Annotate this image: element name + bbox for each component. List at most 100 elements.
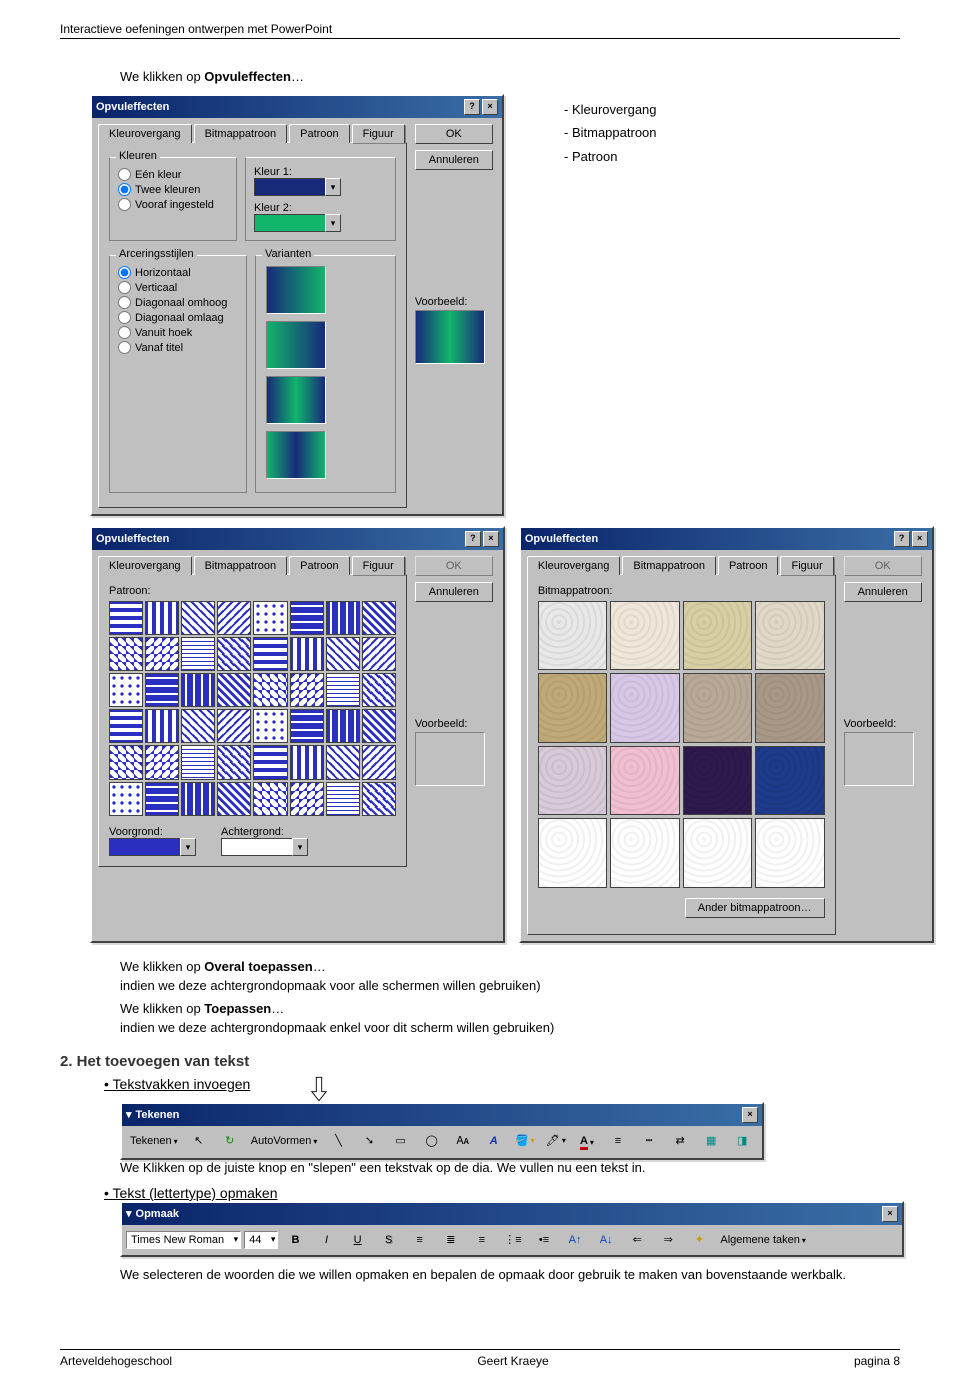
arrow-style-icon[interactable]: ⇄ bbox=[666, 1130, 694, 1152]
pattern-cell[interactable] bbox=[290, 709, 324, 743]
texture-cell[interactable] bbox=[755, 746, 824, 815]
tab-bitmap[interactable]: Bitmappatroon bbox=[194, 124, 288, 143]
cancel-button[interactable]: Annuleren bbox=[415, 150, 493, 170]
pattern-cell[interactable] bbox=[217, 673, 251, 707]
pattern-cell[interactable] bbox=[181, 601, 215, 635]
shadow-text-icon[interactable]: S bbox=[375, 1229, 403, 1251]
texture-cell[interactable] bbox=[683, 673, 752, 742]
italic-icon[interactable]: I bbox=[313, 1229, 341, 1251]
help-icon[interactable]: ? bbox=[465, 531, 481, 547]
from-title-radio[interactable]: Vanaf titel bbox=[118, 341, 238, 354]
diag-down-radio[interactable]: Diagonaal omlaag bbox=[118, 311, 238, 324]
oval-icon[interactable]: ◯ bbox=[418, 1130, 446, 1152]
texture-cell[interactable] bbox=[610, 673, 679, 742]
numbering-icon[interactable]: ⋮≡ bbox=[499, 1229, 527, 1251]
close-icon[interactable]: × bbox=[882, 1206, 898, 1222]
pattern-cell[interactable] bbox=[362, 709, 396, 743]
pattern-cell[interactable] bbox=[362, 745, 396, 779]
promote-icon[interactable]: ⇐ bbox=[623, 1229, 651, 1251]
fontsize-combo[interactable]: 44 bbox=[244, 1231, 278, 1249]
pattern-cell[interactable] bbox=[326, 709, 360, 743]
ok-button[interactable]: OK bbox=[415, 124, 493, 144]
texture-cell[interactable] bbox=[755, 818, 824, 887]
pattern-cell[interactable] bbox=[145, 673, 179, 707]
pattern-cell[interactable] bbox=[253, 673, 287, 707]
autoshapes-menu[interactable]: AutoVormen▾ bbox=[247, 1130, 322, 1152]
common-tasks-menu[interactable]: Algemene taken▾ bbox=[716, 1229, 810, 1251]
texture-cell[interactable] bbox=[755, 673, 824, 742]
pattern-cell[interactable] bbox=[109, 673, 143, 707]
texture-cell[interactable] bbox=[538, 601, 607, 670]
texture-cell[interactable] bbox=[610, 746, 679, 815]
close-icon[interactable]: × bbox=[742, 1107, 758, 1123]
pattern-cell[interactable] bbox=[109, 782, 143, 816]
texture-cell[interactable] bbox=[538, 746, 607, 815]
wordart-icon[interactable]: A bbox=[480, 1130, 508, 1152]
pattern-cell[interactable] bbox=[253, 709, 287, 743]
animation-icon[interactable]: ✦ bbox=[685, 1229, 713, 1251]
free-rotate-icon[interactable]: ↻ bbox=[216, 1130, 244, 1152]
vertical-radio[interactable]: Verticaal bbox=[118, 281, 238, 294]
variant-swatch[interactable] bbox=[266, 321, 326, 369]
tab-pattern[interactable]: Patroon bbox=[289, 556, 350, 575]
demote-icon[interactable]: ⇒ bbox=[654, 1229, 682, 1251]
pattern-cell[interactable] bbox=[109, 745, 143, 779]
pattern-cell[interactable] bbox=[362, 601, 396, 635]
preset-radio[interactable]: Vooraf ingesteld bbox=[118, 198, 228, 211]
one-color-radio[interactable]: Eén kleur bbox=[118, 168, 228, 181]
pattern-cell[interactable] bbox=[109, 601, 143, 635]
texture-cell[interactable] bbox=[538, 673, 607, 742]
pattern-cell[interactable] bbox=[362, 637, 396, 671]
line-style-icon[interactable]: ≡ bbox=[604, 1130, 632, 1152]
tab-pattern[interactable]: Patroon bbox=[289, 124, 350, 143]
arrow-icon[interactable]: ➘ bbox=[355, 1130, 383, 1152]
diag-up-radio[interactable]: Diagonaal omhoog bbox=[118, 296, 238, 309]
bold-icon[interactable]: B bbox=[282, 1229, 310, 1251]
decrease-font-icon[interactable]: A↓ bbox=[592, 1229, 620, 1251]
pattern-cell[interactable] bbox=[362, 673, 396, 707]
texture-cell[interactable] bbox=[610, 601, 679, 670]
textbox-icon[interactable]: 🗛 bbox=[449, 1131, 477, 1153]
texture-cell[interactable] bbox=[538, 818, 607, 887]
font-color-icon[interactable]: A▾ bbox=[573, 1132, 601, 1154]
shadow-icon[interactable]: ▦ bbox=[697, 1130, 725, 1152]
cancel-button[interactable]: Annuleren bbox=[415, 582, 493, 602]
background-picker[interactable] bbox=[221, 838, 293, 856]
pattern-cell[interactable] bbox=[181, 673, 215, 707]
color2-picker[interactable] bbox=[254, 214, 326, 232]
pattern-cell[interactable] bbox=[109, 637, 143, 671]
tab-gradient[interactable]: Kleurovergang bbox=[98, 556, 192, 575]
pattern-cell[interactable] bbox=[326, 637, 360, 671]
pattern-cell[interactable] bbox=[217, 782, 251, 816]
select-objects-icon[interactable]: ↖ bbox=[185, 1130, 213, 1152]
font-combo[interactable]: Times New Roman bbox=[126, 1231, 241, 1249]
tab-picture[interactable]: Figuur bbox=[352, 556, 405, 575]
pattern-cell[interactable] bbox=[181, 782, 215, 816]
texture-cell[interactable] bbox=[610, 818, 679, 887]
help-icon[interactable]: ? bbox=[464, 99, 480, 115]
texture-cell[interactable] bbox=[755, 601, 824, 670]
tab-picture[interactable]: Figuur bbox=[352, 124, 405, 143]
pattern-cell[interactable] bbox=[326, 601, 360, 635]
pattern-cell[interactable] bbox=[145, 601, 179, 635]
pattern-cell[interactable] bbox=[181, 637, 215, 671]
pattern-cell[interactable] bbox=[326, 782, 360, 816]
underline-icon[interactable]: U bbox=[344, 1229, 372, 1251]
align-center-icon[interactable]: ≣ bbox=[437, 1229, 465, 1251]
variant-swatch[interactable] bbox=[266, 376, 326, 424]
variant-swatch[interactable] bbox=[266, 431, 326, 479]
draw-menu[interactable]: Tekenen▾ bbox=[126, 1130, 182, 1152]
close-icon[interactable]: × bbox=[483, 531, 499, 547]
cancel-button[interactable]: Annuleren bbox=[844, 582, 922, 602]
tab-picture[interactable]: Figuur bbox=[780, 556, 833, 575]
pattern-cell[interactable] bbox=[145, 709, 179, 743]
texture-cell[interactable] bbox=[683, 601, 752, 670]
variant-swatch[interactable] bbox=[266, 266, 326, 314]
pattern-cell[interactable] bbox=[181, 709, 215, 743]
increase-font-icon[interactable]: A↑ bbox=[561, 1229, 589, 1251]
pattern-cell[interactable] bbox=[253, 782, 287, 816]
tab-pattern[interactable]: Patroon bbox=[718, 556, 779, 575]
pattern-cell[interactable] bbox=[253, 745, 287, 779]
close-icon[interactable]: × bbox=[482, 99, 498, 115]
texture-cell[interactable] bbox=[683, 746, 752, 815]
